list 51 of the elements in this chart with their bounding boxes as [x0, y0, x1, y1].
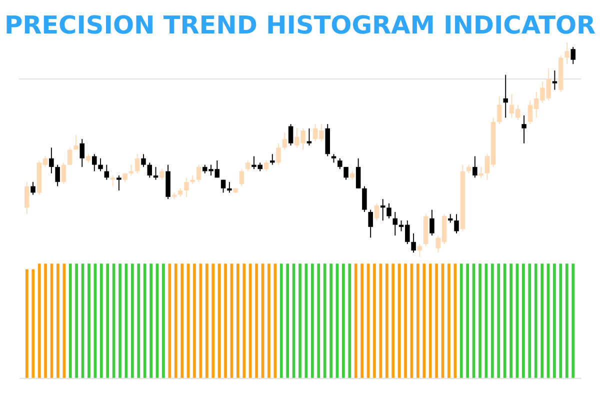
candlestick [24, 181, 30, 215]
candlestick [220, 179, 226, 194]
candlestick [239, 168, 244, 187]
candlestick [184, 177, 189, 198]
candlestick [478, 166, 484, 178]
candlestick [362, 186, 367, 212]
candlestick [147, 162, 152, 178]
candlestick [430, 209, 434, 236]
candlestick [564, 42, 570, 65]
candlestick [110, 175, 116, 187]
candlestick [128, 164, 134, 176]
candlestick [134, 154, 140, 174]
candlestick [30, 181, 36, 196]
candlestick [55, 164, 60, 187]
candlestick [92, 154, 97, 172]
candlestick [552, 70, 558, 90]
candlestick [61, 162, 66, 185]
candlestick [472, 156, 478, 178]
candlestick [386, 202, 392, 219]
candlestick [454, 214, 459, 234]
candlestick [74, 134, 78, 150]
candlestick [276, 142, 281, 166]
candlestick [104, 164, 110, 180]
candlestick [160, 168, 164, 180]
candlestick [196, 164, 202, 182]
candlestick [80, 138, 84, 168]
candlestick [368, 209, 373, 238]
candlestick [497, 96, 502, 125]
candlestick [417, 244, 422, 258]
chart-title: PRECISION TREND HISTOGRAM INDICATOR [4, 10, 596, 40]
candlestick [227, 181, 232, 194]
candlestick [245, 160, 250, 172]
candlestick [344, 166, 348, 180]
candlestick [411, 232, 416, 254]
candlestick [374, 202, 380, 221]
candlestick [503, 74, 508, 118]
candlestick [141, 154, 146, 168]
candlestick [570, 46, 576, 65]
candlestick [282, 132, 288, 150]
candlestick [338, 158, 342, 170]
candlestick [98, 158, 103, 172]
candlestick [49, 147, 54, 174]
candlestick [67, 147, 72, 166]
candlestick [356, 158, 361, 189]
candlestick [392, 211, 398, 236]
candlestick [270, 154, 275, 166]
candlestick [116, 175, 122, 191]
candlestick [306, 128, 312, 146]
candlestick [288, 124, 294, 146]
candlestick [522, 115, 526, 144]
candlestick [264, 160, 269, 172]
